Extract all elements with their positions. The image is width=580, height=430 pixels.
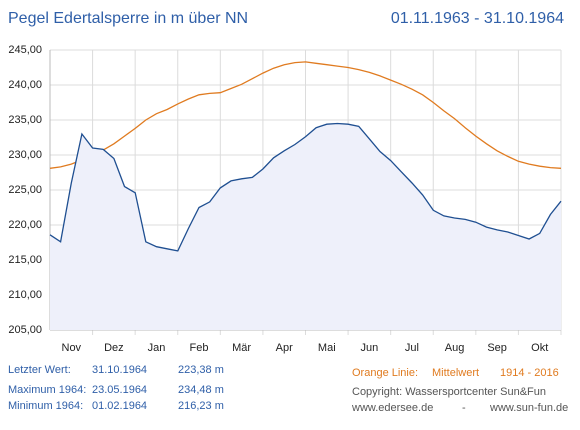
x-tick-label: Jul: [405, 342, 419, 354]
stat-label: Letzter Wert:: [8, 364, 71, 376]
y-tick-label: 235,00: [8, 114, 42, 126]
y-tick-label: 225,00: [8, 184, 42, 196]
x-tick-label: Mai: [318, 342, 336, 354]
x-tick-label: Jan: [148, 342, 166, 354]
y-tick-label: 215,00: [8, 254, 42, 266]
area-fill: [50, 123, 561, 330]
chart-title: Pegel Edertalsperre in m über NN: [8, 10, 248, 27]
stat-label: Maximum 1964:: [8, 384, 86, 396]
y-tick-label: 245,00: [8, 44, 42, 56]
stat-date: 31.10.1964: [92, 364, 147, 376]
stat-value: 216,23 m: [178, 400, 224, 412]
orange-line-years: 1914 - 2016: [500, 367, 559, 379]
stat-value: 223,38 m: [178, 364, 224, 376]
orange-line-desc: Mittelwert: [432, 367, 479, 379]
stat-date: 23.05.1964: [92, 384, 147, 396]
stat-date: 01.02.1964: [92, 400, 147, 412]
data-line: [49, 122, 562, 252]
link: www.edersee.de: [351, 402, 433, 414]
y-tick-label: 205,00: [8, 324, 42, 336]
x-tick-label: Nov: [62, 342, 82, 354]
stat-value: 234,48 m: [178, 384, 224, 396]
x-tick-label: Jun: [361, 342, 379, 354]
x-tick-label: Apr: [276, 342, 293, 354]
separator: -: [462, 402, 466, 414]
x-tick-label: Dez: [104, 342, 124, 354]
link: www.sun-fun.de: [489, 402, 568, 414]
orange-line-label: Orange Linie:: [352, 367, 418, 379]
x-tick-label: Sep: [487, 342, 507, 354]
y-tick-label: 220,00: [8, 219, 42, 231]
stat-label: Minimum 1964:: [8, 400, 83, 412]
x-tick-label: Mär: [232, 342, 251, 354]
y-tick-label: 210,00: [8, 289, 42, 301]
copyright: Copyright: Wassersportcenter Sun&Fun: [352, 386, 546, 398]
x-tick-label: Aug: [445, 342, 465, 354]
data-line: [49, 61, 562, 169]
x-tick-label: Okt: [531, 342, 548, 354]
chart-subtitle: 01.11.1963 - 31.10.1964: [391, 10, 564, 27]
x-tick-label: Feb: [190, 342, 209, 354]
y-tick-label: 230,00: [8, 149, 42, 161]
y-tick-label: 240,00: [8, 79, 42, 91]
